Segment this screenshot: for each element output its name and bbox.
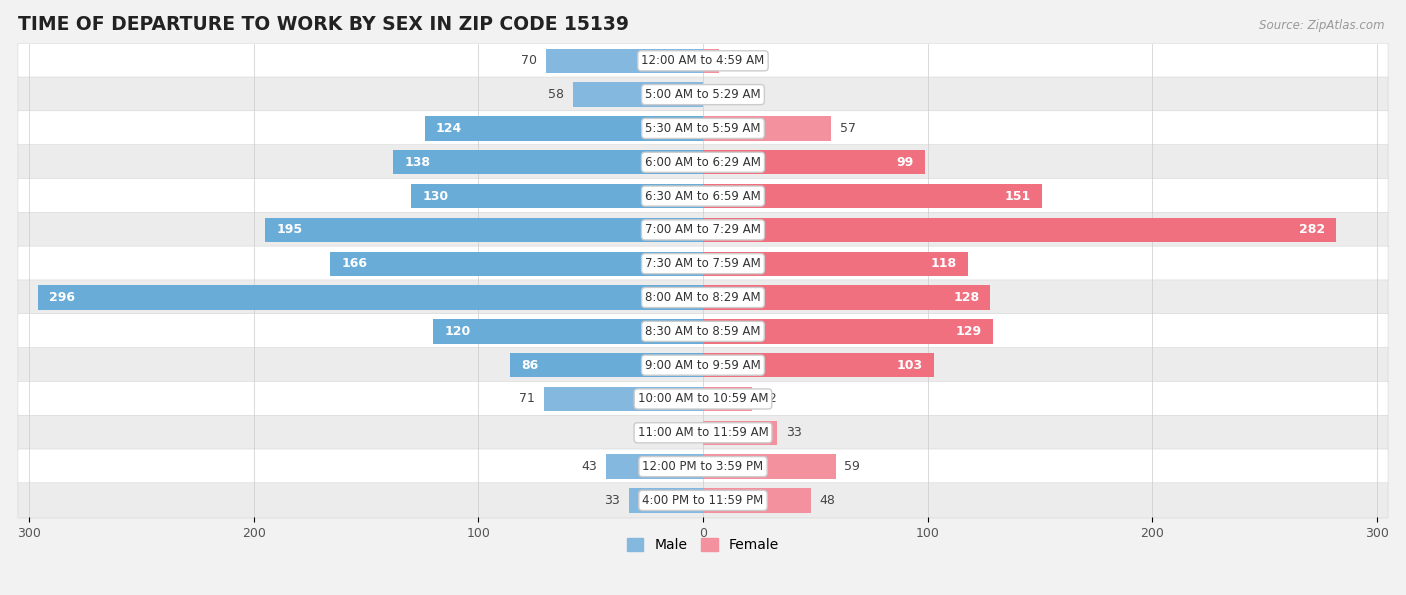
Text: 6:30 AM to 6:59 AM: 6:30 AM to 6:59 AM xyxy=(645,190,761,202)
Text: 130: 130 xyxy=(422,190,449,202)
FancyBboxPatch shape xyxy=(18,246,1388,281)
Text: 10:00 AM to 10:59 AM: 10:00 AM to 10:59 AM xyxy=(638,393,768,405)
Text: 70: 70 xyxy=(520,54,537,67)
Text: 151: 151 xyxy=(1005,190,1031,202)
Text: 282: 282 xyxy=(1299,223,1324,236)
Text: 129: 129 xyxy=(955,325,981,338)
Text: 4:00 PM to 11:59 PM: 4:00 PM to 11:59 PM xyxy=(643,494,763,507)
Text: 8:30 AM to 8:59 AM: 8:30 AM to 8:59 AM xyxy=(645,325,761,338)
FancyBboxPatch shape xyxy=(18,212,1388,248)
Text: 58: 58 xyxy=(548,88,564,101)
Text: 6:00 AM to 6:29 AM: 6:00 AM to 6:29 AM xyxy=(645,156,761,169)
Bar xyxy=(330,252,703,276)
Bar xyxy=(703,116,831,140)
FancyBboxPatch shape xyxy=(18,145,1388,180)
Text: 7:00 AM to 7:29 AM: 7:00 AM to 7:29 AM xyxy=(645,223,761,236)
FancyBboxPatch shape xyxy=(18,314,1388,349)
Text: 12:00 PM to 3:59 PM: 12:00 PM to 3:59 PM xyxy=(643,460,763,473)
FancyBboxPatch shape xyxy=(18,111,1388,146)
Bar xyxy=(703,421,778,445)
FancyBboxPatch shape xyxy=(18,483,1388,518)
Text: 57: 57 xyxy=(839,122,856,135)
Text: 99: 99 xyxy=(897,156,914,169)
Bar xyxy=(411,184,703,208)
Text: 33: 33 xyxy=(605,494,620,507)
Text: 124: 124 xyxy=(436,122,463,135)
Text: 0: 0 xyxy=(711,88,720,101)
Bar xyxy=(703,387,752,411)
Bar xyxy=(628,488,703,513)
FancyBboxPatch shape xyxy=(18,347,1388,383)
Bar xyxy=(703,286,990,309)
Text: 43: 43 xyxy=(582,460,598,473)
Bar xyxy=(703,319,993,343)
Text: 12:00 AM to 4:59 AM: 12:00 AM to 4:59 AM xyxy=(641,54,765,67)
FancyBboxPatch shape xyxy=(18,449,1388,484)
Bar xyxy=(703,488,811,513)
FancyBboxPatch shape xyxy=(18,77,1388,112)
Text: 22: 22 xyxy=(762,393,778,405)
Text: 9:00 AM to 9:59 AM: 9:00 AM to 9:59 AM xyxy=(645,359,761,372)
Text: 195: 195 xyxy=(277,223,302,236)
Bar xyxy=(425,116,703,140)
Text: 8:00 AM to 8:29 AM: 8:00 AM to 8:29 AM xyxy=(645,291,761,304)
Text: 138: 138 xyxy=(405,156,430,169)
Text: 7:30 AM to 7:59 AM: 7:30 AM to 7:59 AM xyxy=(645,257,761,270)
Legend: Male, Female: Male, Female xyxy=(621,533,785,558)
Text: 86: 86 xyxy=(522,359,538,372)
Bar xyxy=(394,150,703,174)
Text: 0: 0 xyxy=(686,426,695,439)
Bar xyxy=(38,286,703,309)
Bar xyxy=(433,319,703,343)
Bar xyxy=(266,218,703,242)
Text: 120: 120 xyxy=(444,325,471,338)
Bar xyxy=(510,353,703,377)
Bar xyxy=(703,353,935,377)
Text: 33: 33 xyxy=(786,426,801,439)
Bar xyxy=(703,455,835,479)
Bar xyxy=(544,387,703,411)
Bar xyxy=(606,455,703,479)
Bar xyxy=(572,83,703,107)
Text: Source: ZipAtlas.com: Source: ZipAtlas.com xyxy=(1260,19,1385,32)
Text: 296: 296 xyxy=(49,291,76,304)
Bar xyxy=(703,218,1336,242)
Text: 166: 166 xyxy=(342,257,367,270)
Bar xyxy=(703,150,925,174)
FancyBboxPatch shape xyxy=(18,43,1388,79)
Text: 118: 118 xyxy=(931,257,957,270)
FancyBboxPatch shape xyxy=(18,415,1388,450)
FancyBboxPatch shape xyxy=(18,381,1388,416)
Text: 128: 128 xyxy=(953,291,979,304)
Bar xyxy=(546,49,703,73)
Text: TIME OF DEPARTURE TO WORK BY SEX IN ZIP CODE 15139: TIME OF DEPARTURE TO WORK BY SEX IN ZIP … xyxy=(18,15,628,34)
Text: 7: 7 xyxy=(728,54,735,67)
FancyBboxPatch shape xyxy=(18,280,1388,315)
Text: 59: 59 xyxy=(845,460,860,473)
Text: 5:30 AM to 5:59 AM: 5:30 AM to 5:59 AM xyxy=(645,122,761,135)
Text: 5:00 AM to 5:29 AM: 5:00 AM to 5:29 AM xyxy=(645,88,761,101)
Bar xyxy=(703,184,1042,208)
Text: 103: 103 xyxy=(897,359,924,372)
Bar xyxy=(703,252,967,276)
Text: 71: 71 xyxy=(519,393,534,405)
FancyBboxPatch shape xyxy=(18,178,1388,214)
Text: 11:00 AM to 11:59 AM: 11:00 AM to 11:59 AM xyxy=(638,426,768,439)
Bar xyxy=(703,49,718,73)
Text: 48: 48 xyxy=(820,494,835,507)
